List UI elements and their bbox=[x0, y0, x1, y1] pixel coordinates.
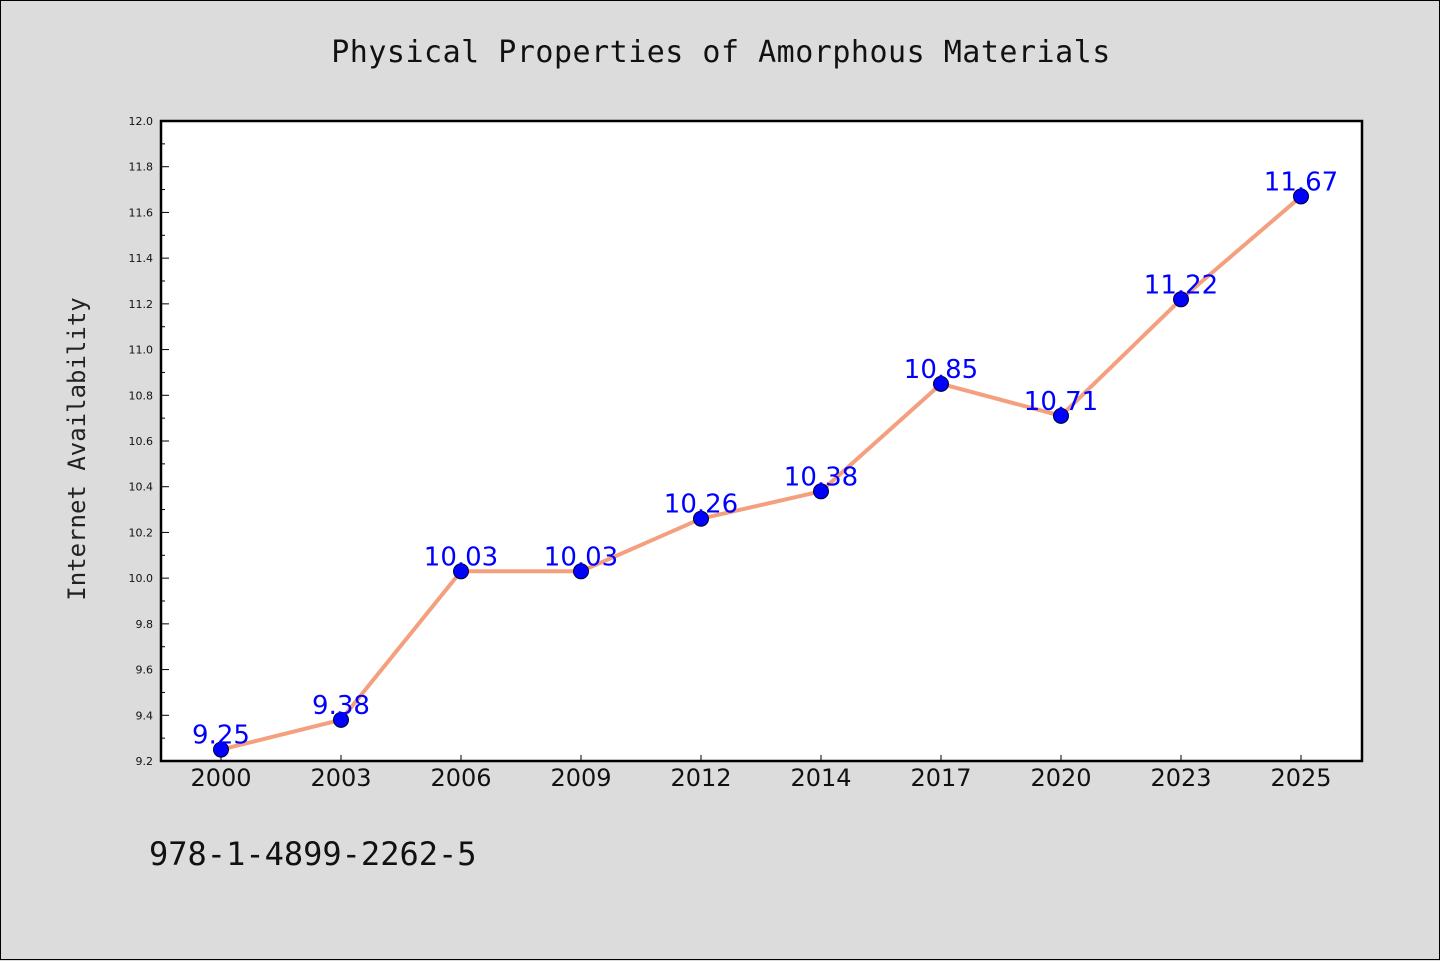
data-label: 10.26 bbox=[664, 490, 738, 520]
data-point bbox=[1293, 188, 1309, 205]
x-tick-label: 2017 bbox=[910, 764, 971, 792]
x-tick-label: 2006 bbox=[430, 764, 491, 792]
y-tick-label: 10.2 bbox=[129, 526, 154, 539]
plot-area bbox=[161, 121, 1362, 761]
plot-frame bbox=[159, 119, 1364, 763]
data-label: 11.67 bbox=[1264, 167, 1338, 197]
data-point bbox=[213, 741, 229, 758]
x-tick-label: 2020 bbox=[1030, 764, 1091, 792]
x-tick-label: 2000 bbox=[190, 764, 251, 792]
y-tick-label: 10.0 bbox=[129, 572, 154, 585]
x-tick-label: 2014 bbox=[790, 764, 851, 792]
y-tick-label: 11.2 bbox=[129, 298, 154, 311]
data-point bbox=[693, 510, 709, 527]
y-tick-label: 11.8 bbox=[129, 161, 154, 174]
data-label: 9.38 bbox=[312, 691, 370, 721]
x-tick-label: 2003 bbox=[310, 764, 371, 792]
data-point bbox=[1053, 407, 1069, 424]
data-label: 9.25 bbox=[192, 721, 250, 751]
series-line bbox=[219, 194, 1303, 752]
y-tick-label: 10.4 bbox=[129, 481, 154, 494]
y-tick-label: 10.8 bbox=[129, 389, 154, 402]
data-label: 10.71 bbox=[1024, 387, 1098, 417]
y-tick-label: 9.8 bbox=[136, 618, 154, 631]
y-tick-label: 10.6 bbox=[129, 435, 154, 448]
data-label: 11.22 bbox=[1144, 270, 1218, 300]
data-point bbox=[333, 711, 349, 728]
data-point bbox=[933, 375, 949, 392]
y-tick-label: 9.6 bbox=[136, 664, 154, 677]
data-label: 10.85 bbox=[904, 355, 978, 385]
data-label: 10.03 bbox=[544, 542, 618, 572]
x-tick-label: 2025 bbox=[1270, 764, 1331, 792]
data-label: 10.03 bbox=[424, 542, 498, 572]
y-tick-label: 11.6 bbox=[129, 206, 154, 219]
data-label: 10.38 bbox=[784, 462, 858, 492]
y-tick-label: 9.2 bbox=[136, 755, 154, 768]
y-tick-label: 11.0 bbox=[129, 344, 154, 357]
y-tick-label: 11.4 bbox=[129, 252, 154, 265]
data-point bbox=[813, 483, 829, 500]
x-tick-label: 2012 bbox=[670, 764, 731, 792]
data-point bbox=[1173, 291, 1189, 308]
x-tick-label: 2023 bbox=[1150, 764, 1211, 792]
data-point bbox=[573, 563, 589, 580]
chart-title: Physical Properties of Amorphous Materia… bbox=[331, 35, 1111, 70]
data-point bbox=[453, 563, 469, 580]
x-tick-label: 2009 bbox=[550, 764, 611, 792]
footer-identifier: 978-1-4899-2262-5 bbox=[149, 835, 477, 873]
y-tick-label: 9.4 bbox=[136, 709, 154, 722]
y-tick-label: 12.0 bbox=[129, 115, 154, 128]
